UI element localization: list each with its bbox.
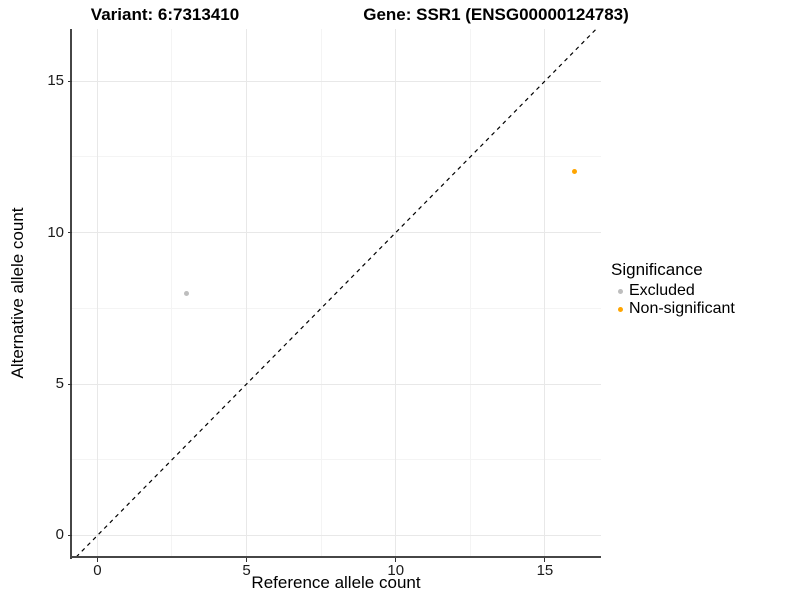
plot-panel <box>72 29 601 557</box>
legend: Significance Excluded Non-significant <box>611 260 735 318</box>
plot-title-variant: Variant: 6:7313410 <box>90 5 240 24</box>
legend-entry: Non-significant <box>611 300 735 318</box>
y-tick-mark <box>68 232 72 234</box>
y-tick-label: 5 <box>55 375 64 393</box>
y-tick-label: 10 <box>47 223 64 241</box>
gridline-y-major <box>72 80 601 82</box>
gridline-y-major <box>72 534 601 536</box>
data-point-excluded <box>184 290 190 296</box>
y-tick-mark <box>68 534 72 536</box>
data-point-non-significant <box>572 169 578 175</box>
x-tick-mark <box>246 558 248 562</box>
legend-title: Significance <box>611 260 703 279</box>
identity-line-svg <box>75 29 597 557</box>
legend-key <box>611 288 629 294</box>
gridline-y-minor <box>72 459 601 461</box>
legend-entry: Excluded <box>611 282 735 300</box>
gridline-x-minor <box>469 29 471 557</box>
x-tick-mark <box>395 558 397 562</box>
legend-entries: Excluded Non-significant <box>611 282 735 318</box>
x-tick-mark <box>544 558 546 562</box>
gridline-x-minor <box>171 29 173 557</box>
y-tick-label: 0 <box>55 526 64 544</box>
legend-dot-excluded <box>617 288 623 294</box>
x-axis-title: Reference allele count <box>251 573 421 592</box>
x-tick-mark <box>96 558 98 562</box>
plot-title-gene: Gene: SSR1 (ENSG00000124783) <box>363 5 629 24</box>
y-tick-mark <box>68 80 72 82</box>
identity-line <box>75 29 597 557</box>
gridline-x-minor <box>320 29 322 557</box>
gridline-y-minor <box>72 156 601 158</box>
x-tick-label: 15 <box>536 562 554 579</box>
gridline-y-minor <box>72 307 601 309</box>
gridline-x-major <box>395 29 397 557</box>
legend-label: Excluded <box>629 282 695 299</box>
legend-key <box>611 306 629 312</box>
x-tick-label: 10 <box>387 562 405 579</box>
y-axis-line <box>70 29 72 559</box>
gridline-x-major <box>246 29 248 557</box>
gridline-x-major <box>96 29 98 557</box>
gridline-y-major <box>72 383 601 385</box>
legend-dot-non-significant <box>617 306 623 312</box>
x-tick-label: 5 <box>242 562 251 579</box>
gridline-y-major <box>72 232 601 234</box>
y-tick-mark <box>68 383 72 385</box>
legend-label: Non-significant <box>629 300 735 317</box>
y-tick-label: 15 <box>47 72 64 90</box>
x-axis-line <box>70 556 601 558</box>
gridline-x-major <box>544 29 546 557</box>
x-tick-label: 0 <box>93 562 102 579</box>
y-axis-title: Alternative allele count <box>8 207 27 379</box>
